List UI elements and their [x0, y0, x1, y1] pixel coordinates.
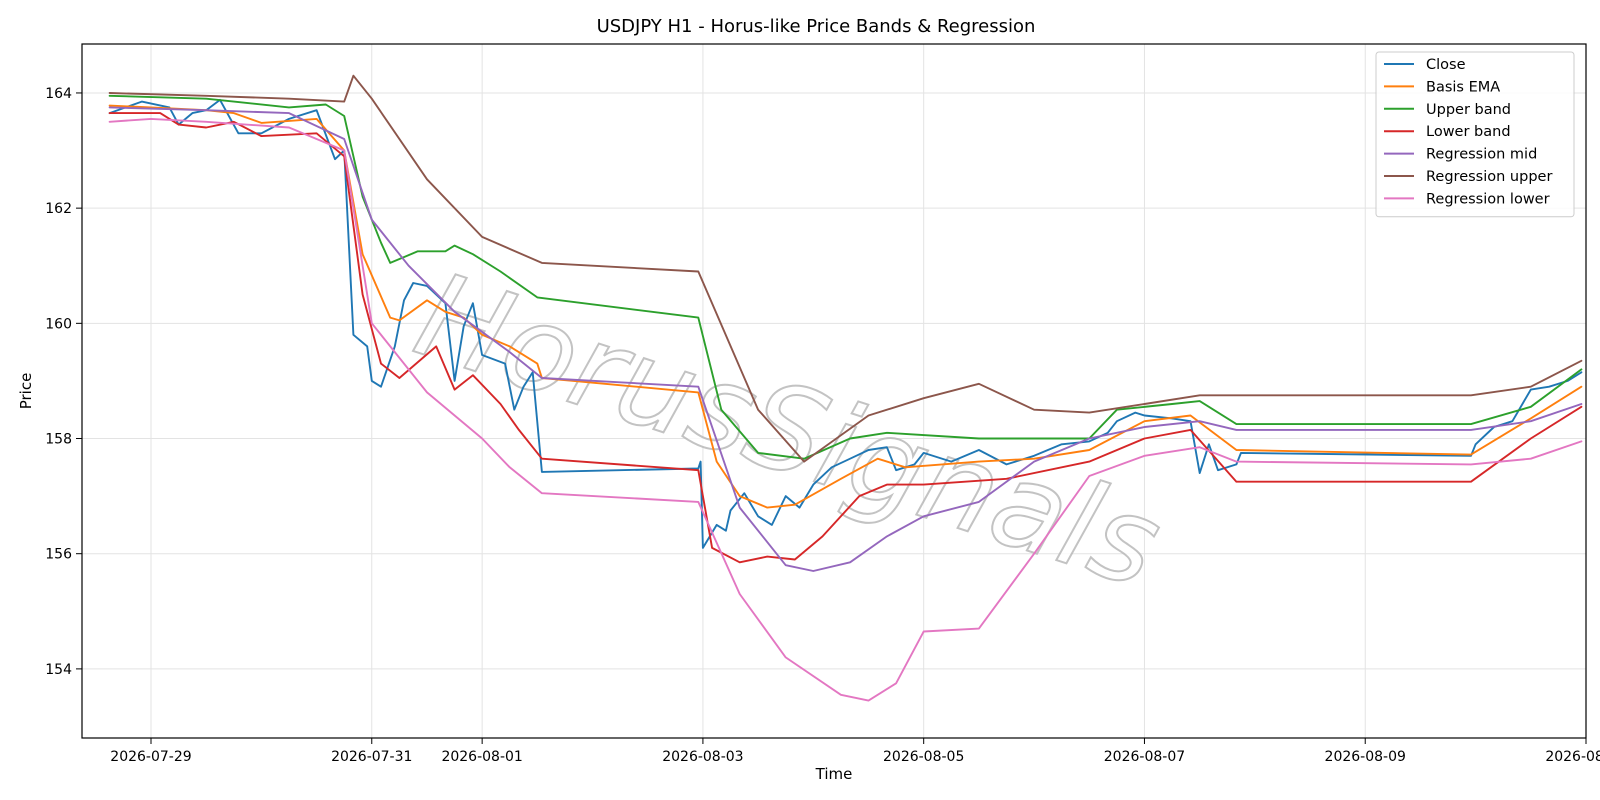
series-line-regression-lower — [108, 117, 1583, 702]
x-tick-label: 2026-08-09 — [1325, 749, 1406, 765]
x-tick-label: 2026-08-01 — [441, 749, 522, 765]
series-line-upper-band — [108, 94, 1583, 460]
legend-label-regression-lower: Regression lower — [1426, 191, 1550, 207]
y-tick-label: 158 — [45, 432, 72, 448]
y-tick-label: 164 — [45, 86, 72, 102]
legend-label-close: Close — [1426, 57, 1466, 73]
legend: Close Basis EMA Upper band Lower band Regres… — [1375, 51, 1575, 218]
y-tick-label: 160 — [45, 316, 72, 332]
legend-label-regression-upper: Regression upper — [1426, 169, 1552, 185]
plot-frame — [81, 43, 1587, 739]
series-line-close — [108, 98, 1583, 549]
y-axis-title: Price — [17, 373, 35, 410]
y-tick-label: 156 — [45, 547, 72, 563]
series-line-regression-upper — [108, 74, 1583, 463]
x-tick-label: 2026-07-29 — [110, 749, 191, 765]
series-line-regression-mid — [108, 106, 1583, 572]
legend-label-regression-mid: Regression mid — [1426, 147, 1537, 163]
legend-label-lower-band: Lower band — [1426, 124, 1511, 140]
x-axis-title: Time — [815, 765, 853, 783]
series-line-basis-ema — [108, 104, 1583, 509]
x-tick-label: 2026-07-31 — [331, 749, 412, 765]
series-line-lower-band — [108, 112, 1583, 564]
legend-label-upper-band: Upper band — [1426, 102, 1511, 118]
y-tick-label: 162 — [45, 201, 72, 217]
x-tick-label: 2026-08-05 — [883, 749, 964, 765]
x-tick-label: 2026-08-03 — [662, 749, 743, 765]
legend-label-basis-ema: Basis EMA — [1426, 79, 1500, 95]
x-tick-label: 2026-08-11 — [1545, 749, 1600, 765]
series-lines — [108, 74, 1583, 702]
legend-box — [1375, 51, 1575, 218]
x-tick-label: 2026-08-07 — [1104, 749, 1185, 765]
axes: 2026-07-29 2026-07-31 2026-08-01 2026-08-03… — [45, 86, 1600, 765]
chart-title: USDJPY H1 - Horus-like Price Bands & Reg… — [597, 16, 1036, 37]
y-tick-label: 154 — [45, 662, 72, 678]
